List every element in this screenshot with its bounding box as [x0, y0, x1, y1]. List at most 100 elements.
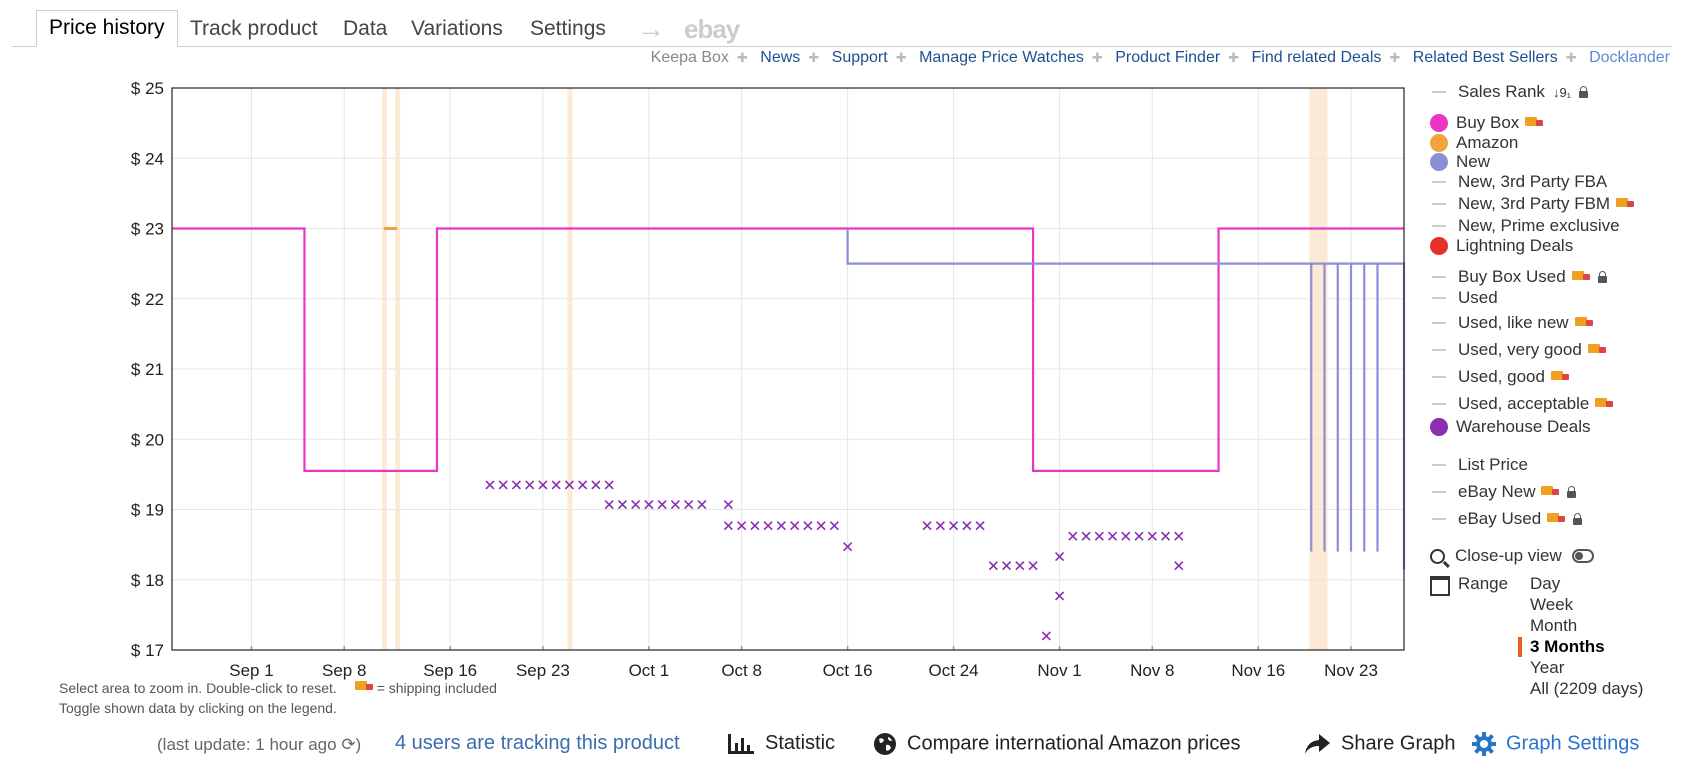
legend-lightning-deals[interactable]: Lightning Deals [1430, 236, 1573, 256]
last-update: (last update: 1 hour ago ⟳) [157, 735, 362, 754]
warehouse-deals-point [1174, 561, 1184, 571]
related-best-sellers-link[interactable]: Related Best Sellers [1412, 49, 1558, 66]
tab-track-product[interactable]: Track product [190, 17, 318, 40]
close-up-view-label: Close-up view [1455, 546, 1562, 565]
legend-hint: Toggle shown data by clicking on the leg… [59, 700, 337, 716]
warehouse-deals-point [538, 480, 548, 490]
legend-warehouse-deals[interactable]: Warehouse Deals [1430, 417, 1591, 437]
share-icon [1305, 734, 1330, 754]
docklander-link[interactable]: Docklander [1589, 49, 1670, 66]
keepa-box-link[interactable]: Keepa Box [650, 49, 729, 66]
range-option-year[interactable]: Year [1530, 658, 1565, 677]
separator-icon: ✚ [1091, 50, 1103, 65]
sort-icon: ↓9₁ [1552, 84, 1572, 100]
buy-box-swatch [1430, 114, 1448, 132]
warehouse-deals-point [670, 500, 680, 510]
warehouse-deals-point [657, 500, 667, 510]
x-tick-label: Nov 16 [1231, 661, 1285, 680]
x-tick-label: Sep 23 [516, 661, 570, 680]
y-tick-label: $ 22 [131, 290, 164, 309]
x-tick-label: Sep 16 [423, 661, 477, 680]
refresh-icon[interactable]: ⟳) [341, 735, 362, 754]
tab-settings[interactable]: Settings [530, 17, 606, 40]
truck-icon [1616, 198, 1635, 210]
find-related-deals-link[interactable]: Find related Deals [1251, 49, 1382, 66]
lock-icon [1573, 512, 1583, 525]
legend-ebay-used[interactable]: eBay Used [1430, 509, 1583, 529]
warehouse-deals-point [631, 500, 641, 510]
product-finder-link[interactable]: Product Finder [1115, 49, 1221, 66]
range-option-all[interactable]: All (2209 days) [1530, 679, 1644, 698]
chart-series [172, 227, 1406, 641]
truck-icon [1595, 398, 1614, 410]
warehouse-deals-point [1134, 531, 1144, 541]
search-icon [1430, 548, 1445, 564]
range-option-week[interactable]: Week [1530, 595, 1574, 614]
legend-new[interactable]: New [1430, 152, 1490, 172]
warehouse-deals-point [1068, 531, 1078, 541]
legend-used-good[interactable]: Used, good [1430, 367, 1569, 387]
calendar-icon [1430, 576, 1450, 596]
price-history-chart[interactable]: $ 17 $ 18 $ 19 $ 20 $ 21 $ 22 $ 23 $ 24 $ 25 Sep … [0, 70, 1420, 690]
warehouse-deals-point [564, 480, 574, 490]
tab-bar: Price history Track product Data Variati… [12, 0, 1672, 47]
close-up-view-toggle[interactable]: Close-up view [1430, 546, 1594, 566]
tab-data[interactable]: Data [343, 17, 388, 40]
legend-sales-rank[interactable]: Sales Rank ↓9₁ [1430, 82, 1589, 102]
warehouse-deals-point [1174, 531, 1184, 541]
toggle-icon[interactable] [1571, 549, 1594, 563]
graph-settings-button[interactable]: Graph Settings [1472, 732, 1639, 756]
legend-buy-box[interactable]: Buy Box [1430, 113, 1544, 133]
lock-icon [1597, 270, 1607, 283]
warehouse-deals-point [1028, 561, 1038, 571]
support-link[interactable]: Support [831, 49, 888, 66]
warehouse-deals-point [684, 500, 694, 510]
compare-prices-button[interactable]: Compare international Amazon prices [873, 732, 1241, 756]
legend-ebay-new[interactable]: eBay New [1430, 482, 1577, 502]
warehouse-deals-point [1147, 531, 1157, 541]
warehouse-deals-point [1041, 631, 1051, 641]
warehouse-deals-point [498, 480, 508, 490]
legend-new-3rd-party-fbm[interactable]: New, 3rd Party FBM [1430, 194, 1635, 214]
legend-used-acceptable[interactable]: Used, acceptable [1430, 394, 1614, 414]
tab-price-history[interactable]: Price history [36, 10, 178, 47]
legend-new-prime-exclusive[interactable]: New, Prime exclusive [1430, 216, 1620, 236]
warehouse-deals-point [604, 500, 614, 510]
separator-icon: ✚ [1228, 50, 1240, 65]
warehouse-deals-point [578, 480, 588, 490]
tab-ebay[interactable]: ebay [684, 14, 740, 44]
warehouse-deals-point [922, 521, 932, 531]
x-tick-label: Oct 8 [721, 661, 762, 680]
legend-new-3rd-party-fba[interactable]: New, 3rd Party FBA [1430, 172, 1607, 192]
y-tick-label: $ 19 [131, 501, 164, 520]
range-option-month[interactable]: Month [1530, 616, 1578, 635]
legend-used-like-new[interactable]: Used, like new [1430, 313, 1593, 333]
legend-list-price[interactable]: List Price [1430, 455, 1528, 475]
legend-used[interactable]: Used [1430, 288, 1498, 308]
warehouse-deals-point [935, 521, 945, 531]
warehouse-deals-point [750, 521, 760, 531]
legend-amazon[interactable]: Amazon [1430, 133, 1518, 153]
warehouse-deals-point [697, 500, 707, 510]
amazon-swatch [1430, 134, 1448, 152]
warehouse-deals-point [1055, 552, 1065, 562]
warehouse-deals-point [1081, 531, 1091, 541]
warehouse-deals-point [723, 521, 733, 531]
statistic-button[interactable]: Statistic [727, 732, 835, 755]
warehouse-deals-point [591, 480, 601, 490]
tab-variations[interactable]: Variations [411, 17, 503, 40]
share-graph-button[interactable]: Share Graph [1303, 732, 1456, 756]
legend-used-very-good[interactable]: Used, very good [1430, 340, 1606, 360]
news-link[interactable]: News [760, 49, 801, 66]
arrow-right-icon: → [637, 13, 665, 44]
range-option-day[interactable]: Day [1530, 574, 1561, 593]
truck-icon [354, 681, 373, 693]
legend-buy-box-used[interactable]: Buy Box Used [1430, 267, 1607, 287]
manage-price-watches-link[interactable]: Manage Price Watches [919, 49, 1084, 66]
range-option-3-months[interactable]: 3 Months [1518, 637, 1605, 657]
warehouse-deals-point [617, 500, 627, 510]
y-tick-label: $ 17 [131, 641, 164, 660]
warehouse-deals-point [737, 521, 747, 531]
warehouse-deals-point [723, 500, 733, 510]
warehouse-deals-point [1002, 561, 1012, 571]
